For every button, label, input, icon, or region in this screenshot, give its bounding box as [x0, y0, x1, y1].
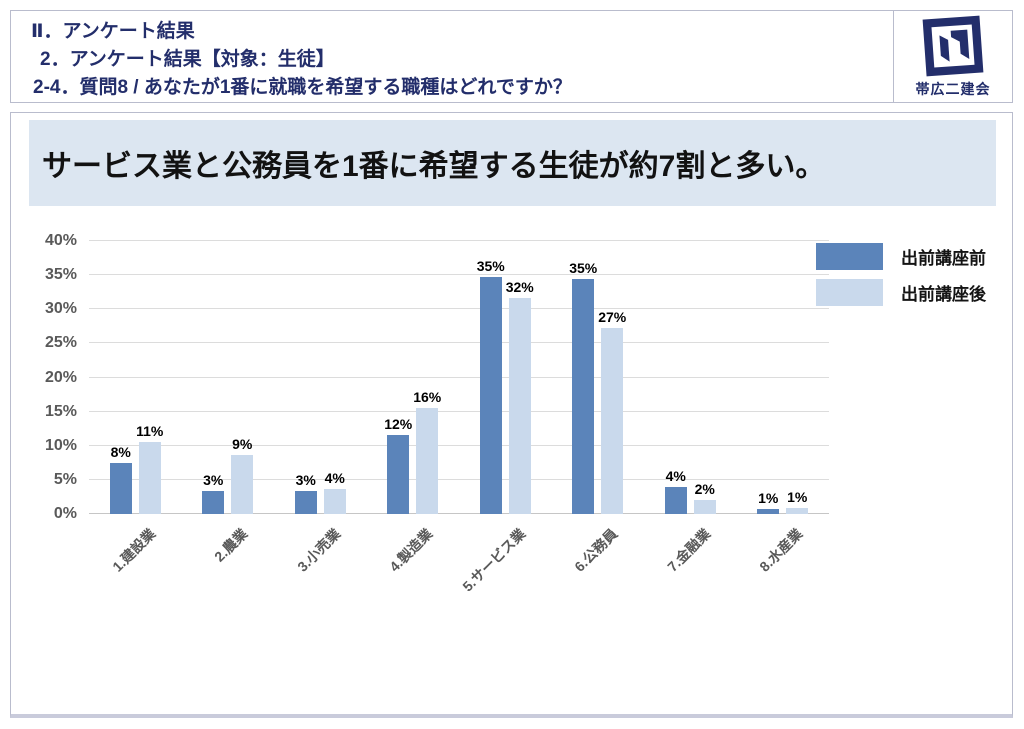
bar-before: 35%	[477, 258, 505, 514]
bar-value-label: 1%	[787, 488, 808, 505]
bar-value-label: 35%	[569, 259, 598, 276]
y-axis-tick-label: 5%	[53, 470, 77, 488]
bar-groups: 8% 11% 1.建設業 3% 9% 2.農業 3% 4% 3.小売業 12% 16% 4.製造業 35…	[89, 241, 830, 595]
category-label: 5.サービス業	[458, 525, 528, 595]
category-label: 2.農業	[211, 525, 251, 565]
y-axis-tick-label: 15%	[44, 402, 77, 420]
bar-value-label: 8%	[110, 443, 131, 460]
headline-banner: サービス業と公務員を1番に希望する生徒が約7割と多い。	[29, 120, 996, 206]
logo-cell: 帯広二建会	[893, 11, 1012, 102]
company-logo-icon	[922, 15, 984, 77]
header-line-3: 2-4．質問8 / あなたが1番に就職を希望する職種はどれですか？	[33, 77, 572, 98]
bar-value-label: 27%	[598, 309, 627, 326]
bar-after: 1%	[786, 489, 809, 514]
bar-value-label: 9%	[232, 436, 253, 453]
bar-value-label: 11%	[136, 423, 164, 440]
legend-swatch	[816, 243, 883, 270]
y-axis-tick-label: 10%	[44, 436, 77, 454]
header-line-2: 2．アンケート結果【対象：生徒】	[40, 49, 335, 70]
legend-item: 出前講座前	[816, 243, 986, 270]
gridline	[89, 444, 829, 446]
header-line-1: Ⅱ．アンケート結果	[31, 21, 195, 42]
logo-text: 帯広二建会	[915, 81, 991, 97]
bar-value-label: 3%	[203, 472, 224, 489]
category-label: 6.公務員	[571, 525, 621, 575]
y-axis-tick-label: 35%	[44, 266, 77, 284]
category-label: 4.製造業	[386, 525, 436, 575]
headline-text: サービス業と公務員を1番に希望する生徒が約7割と多い。	[42, 150, 826, 183]
legend-swatch	[816, 279, 883, 306]
category-label: 7.金融業	[663, 525, 713, 575]
category-label: 1.建設業	[108, 525, 158, 575]
bar-value-label: 32%	[505, 278, 534, 295]
bar-value-label: 16%	[413, 389, 442, 406]
bar-after: 4%	[323, 470, 346, 514]
bar-group: 3% 9% 2.農業	[182, 241, 275, 565]
bar-value-label: 1%	[758, 489, 779, 506]
bar-value-label: 35%	[476, 257, 505, 274]
gridline	[89, 342, 829, 344]
bar-value-label: 4%	[665, 468, 686, 485]
gridline	[89, 308, 829, 310]
category-label: 8.水産業	[756, 525, 806, 575]
bar-after: 16%	[413, 389, 441, 514]
legend-label: 出前講座後	[901, 285, 986, 304]
gridline	[89, 478, 829, 480]
gridline	[89, 274, 829, 276]
y-axis-tick-label: 40%	[44, 232, 77, 249]
bar-after: 11%	[136, 423, 163, 514]
content: サービス業と公務員を1番に希望する生徒が約7割と多い。 0% 5% 10% 15% 20…	[10, 112, 1013, 718]
header: Ⅱ．アンケート結果 2．アンケート結果【対象：生徒】 2-4．質問8 / あなた…	[10, 10, 1013, 103]
legend-label: 出前講座前	[901, 249, 986, 268]
bar-value-label: 2%	[694, 481, 715, 498]
legend-item: 出前講座後	[816, 279, 986, 306]
bar-group: 35% 27% 6.公務員	[552, 241, 645, 575]
bar-group: 35% 32% 5.サービス業	[459, 241, 552, 595]
y-axis-tick-label: 25%	[44, 334, 77, 352]
bar-value-label: 4%	[324, 469, 345, 486]
bar-before: 4%	[664, 468, 687, 514]
header-text: Ⅱ．アンケート結果 2．アンケート結果【対象：生徒】 2-4．質問8 / あなた…	[31, 18, 572, 102]
bar-group: 12% 16% 4.製造業	[367, 241, 460, 574]
bar-before: 8%	[109, 444, 132, 514]
y-axis-tick-label: 30%	[44, 300, 77, 318]
bar-before: 3%	[294, 472, 317, 514]
bar-group: 3% 4% 3.小売業	[274, 241, 367, 575]
bar-after: 9%	[231, 436, 254, 514]
bar-group: 4% 2% 7.金融業	[644, 241, 737, 575]
bar-group: 1% 1% 8.水産業	[737, 241, 830, 575]
bar-after: 2%	[693, 481, 716, 514]
bar-before: 3%	[202, 472, 225, 514]
bar-chart-plot-area: 0% 5% 10% 15% 20% 25% 30% 35% 40% 8% 11% 1.建設業 3% 9% 2…	[45, 232, 830, 595]
chart-legend: 出前講座前出前講座後	[816, 243, 986, 315]
gridline	[89, 240, 829, 241]
bar-before: 1%	[757, 490, 780, 514]
category-label: 3.小売業	[293, 525, 343, 575]
bar-before: 12%	[384, 416, 412, 514]
bar-after: 32%	[506, 279, 534, 514]
gridline	[89, 410, 829, 412]
gridline	[89, 376, 829, 378]
y-axis-tick-label: 20%	[44, 368, 77, 386]
bar-value-label: 3%	[295, 471, 316, 488]
bar-before: 35%	[569, 260, 597, 514]
y-axis-tick-label: 0%	[53, 505, 77, 522]
bar-value-label: 12%	[384, 415, 413, 432]
bar-group: 8% 11% 1.建設業	[89, 241, 182, 574]
gridline	[89, 513, 829, 514]
bar-after: 27%	[598, 309, 626, 514]
